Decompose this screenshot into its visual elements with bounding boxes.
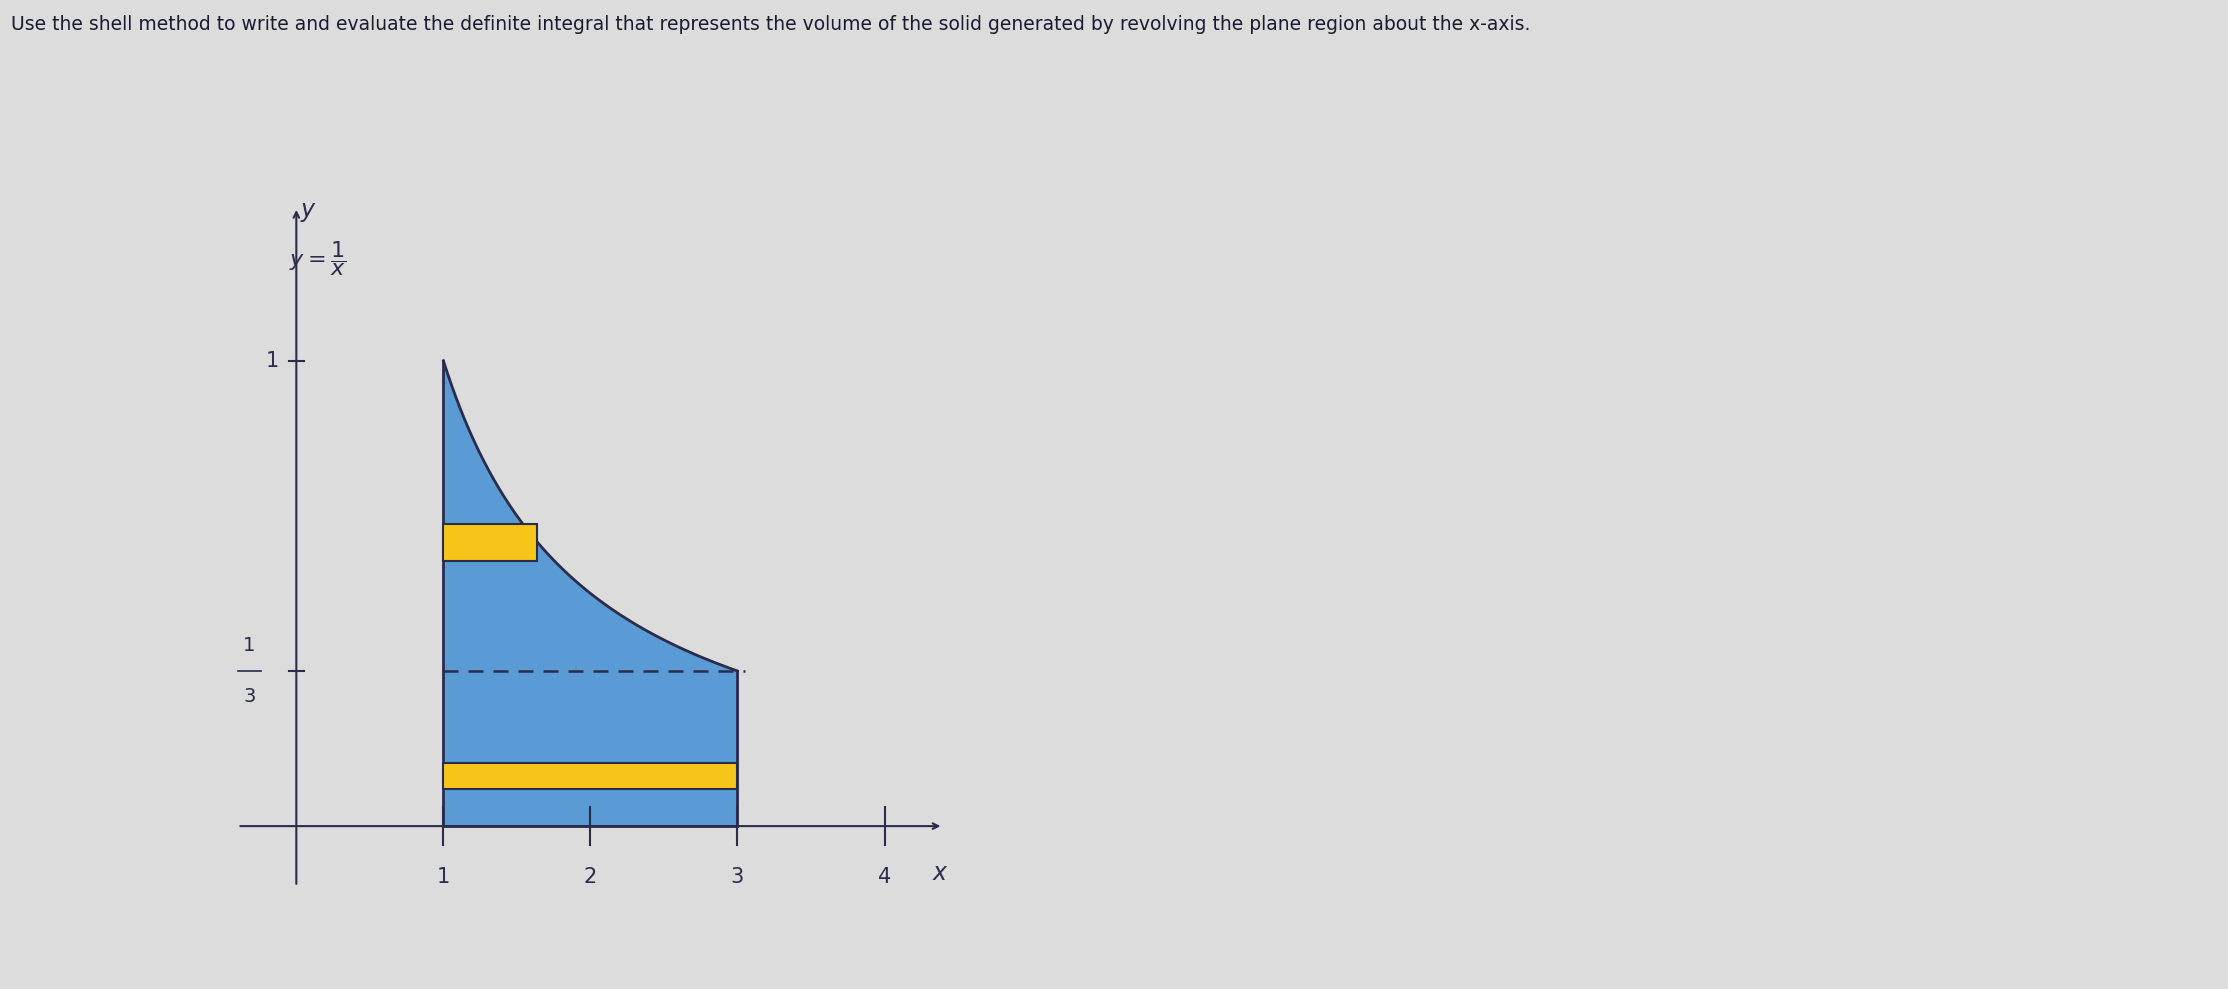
Text: 3: 3 (731, 867, 744, 887)
Bar (443, 523, 537, 561)
Bar (443, 764, 737, 789)
Text: 1: 1 (265, 351, 278, 371)
Text: 4: 4 (878, 867, 891, 887)
Text: 3: 3 (243, 687, 256, 706)
Text: $x$: $x$ (931, 860, 949, 884)
Text: Use the shell method to write and evaluate the definite integral that represents: Use the shell method to write and evalua… (11, 15, 1531, 34)
Text: $y$: $y$ (299, 200, 316, 224)
Text: 2: 2 (584, 867, 597, 887)
Text: $y = \dfrac{1}{x}$: $y = \dfrac{1}{x}$ (290, 238, 345, 278)
Text: 1: 1 (437, 867, 450, 887)
Text: 1: 1 (243, 636, 256, 655)
